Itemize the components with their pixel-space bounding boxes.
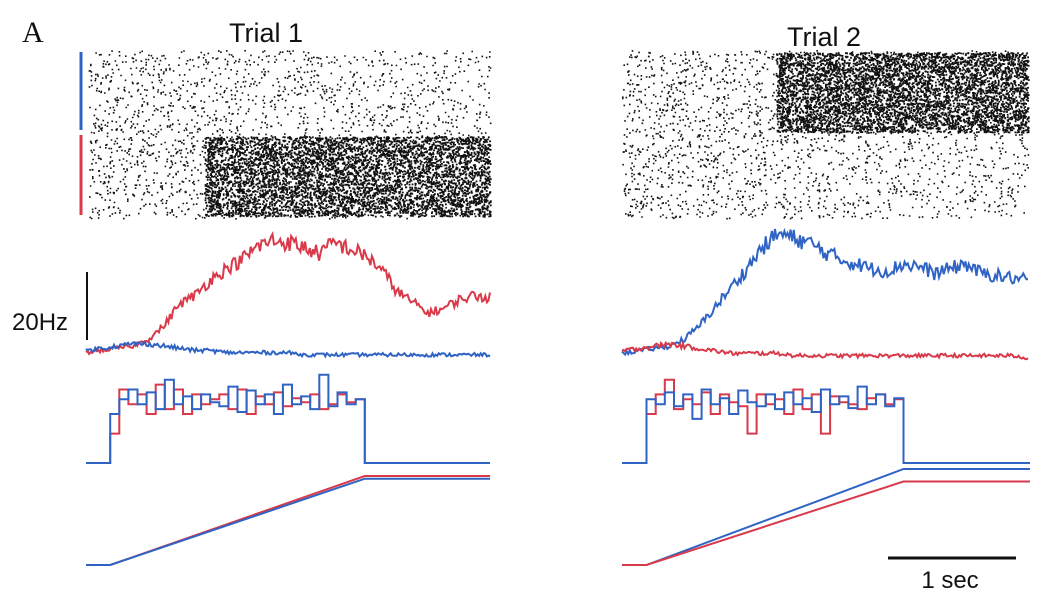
ramp-series-blue (86, 477, 490, 566)
stimulus-step-plot-trial-2 (622, 378, 1030, 464)
raster-row-blue (622, 50, 1030, 136)
raster-spikes-blue (88, 50, 492, 136)
stimulus-step-plot-trial-1 (86, 373, 490, 464)
raster-row-red (622, 134, 1030, 220)
trial-1-title: Trial 1 (229, 18, 303, 48)
time-scale-label: 1 sec (921, 567, 978, 594)
raster-row-red (89, 134, 492, 220)
ramp-series-blue (622, 468, 1030, 566)
rate-series-red (85, 231, 491, 356)
firing-rate-plot-trial-2 (621, 227, 1029, 361)
step-series-red (622, 378, 1030, 464)
rate-series-blue (85, 340, 491, 359)
ramp-series-red (622, 480, 1030, 566)
rate-series-blue (621, 227, 1028, 357)
step-series-blue (86, 373, 490, 464)
integrator-ramp-plot-trial-1 (86, 475, 490, 566)
rate-series-red (621, 340, 1029, 361)
raster-spikes-blue (622, 50, 1030, 136)
panel-letter: A (22, 16, 44, 49)
trial-2-title: Trial 2 (787, 22, 861, 52)
raster-plot-trial-1 (88, 50, 492, 220)
raster-spikes-red (89, 134, 492, 220)
rate-scale-label: 20Hz (12, 309, 68, 336)
integrator-ramp-plot-trial-2 (622, 468, 1030, 566)
raster-plot-trial-2 (622, 50, 1030, 220)
raster-spikes-red (622, 134, 1030, 220)
step-series-blue (622, 385, 1030, 464)
raster-row-blue (88, 50, 492, 136)
firing-rate-plot-trial-1 (85, 231, 491, 359)
